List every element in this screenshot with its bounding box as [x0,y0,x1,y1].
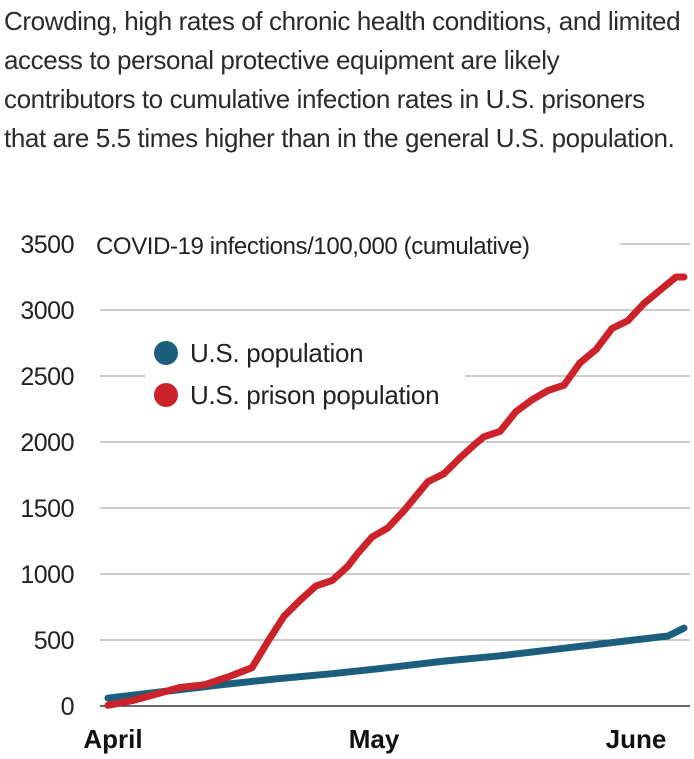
x-tick-label: May [349,724,400,754]
legend-swatch-us-population [154,341,178,365]
series-lines [104,273,688,709]
x-axis-ticks: April May June [83,724,666,754]
chart-caption: Crowding, high rates of chronic health c… [4,6,681,153]
y-axis-label: COVID-19 infections/100,000 (cumulative) [96,233,530,260]
y-tick-label: 2500 [20,363,74,391]
y-tick-label: 1500 [20,495,74,523]
x-tick-label: April [83,724,142,754]
y-tick-label: 0 [61,693,74,721]
ylabel-background [90,228,620,262]
y-tick-label: 500 [34,627,74,655]
legend-label-us-population: U.S. population [190,338,363,368]
legend: U.S. population U.S. prison population [145,330,465,416]
legend-swatch-us-prison-population [154,383,178,407]
legend-label-us-prison-population: U.S. prison population [190,380,439,410]
legend-background [145,330,465,416]
y-tick-label: 3000 [20,297,74,325]
y-tick-label: 3500 [20,231,74,259]
y-tick-label: 2000 [20,429,74,457]
series-line-us-prison-population [104,273,688,709]
gridlines [100,243,690,707]
x-tick-label: June [606,724,667,754]
y-tick-label: 1000 [20,561,74,589]
y-axis-ticks: 0 500 1000 1500 2000 2500 3000 3500 [20,231,74,721]
